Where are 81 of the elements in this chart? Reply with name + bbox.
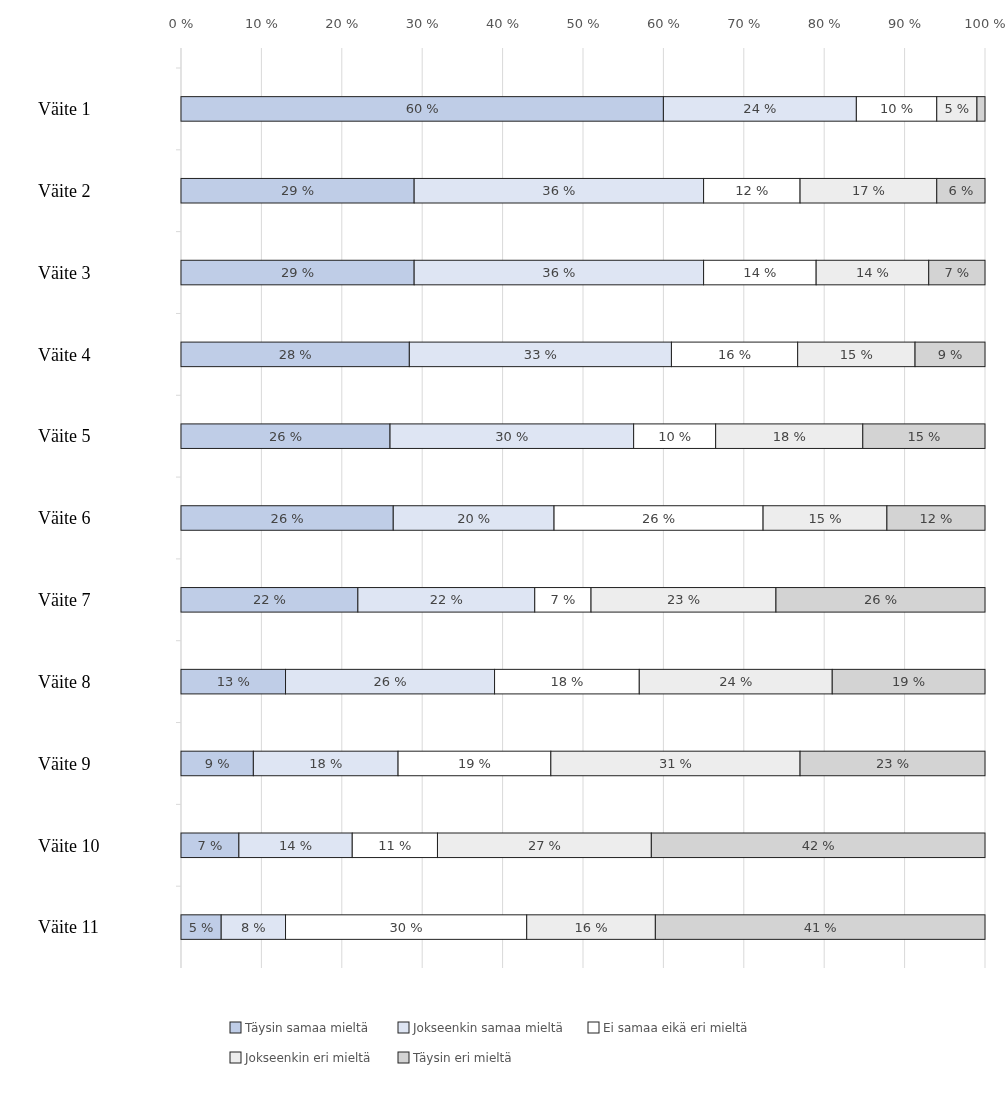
data-label: 15 % xyxy=(808,510,842,526)
data-label: 7 % xyxy=(944,265,970,281)
data-label: 26 % xyxy=(270,510,304,526)
data-label: 18 % xyxy=(309,756,343,771)
data-label: 10 % xyxy=(880,101,914,117)
data-label: 30 % xyxy=(495,428,529,444)
data-label: 8 % xyxy=(240,919,266,935)
legend-label: Jokseenkin eri mieltä xyxy=(244,1051,371,1066)
data-label: 12 % xyxy=(735,183,769,199)
data-label: 19 % xyxy=(457,756,491,771)
x-tick-label: 30 % xyxy=(405,16,439,31)
y-tick-label: Väite 1 xyxy=(38,99,91,120)
data-label: 14 % xyxy=(743,265,777,281)
x-tick-label: 50 % xyxy=(566,16,600,31)
data-label: 60 % xyxy=(405,101,439,117)
legend-label: Täysin eri mieltä xyxy=(412,1051,512,1066)
data-label: 28 % xyxy=(278,346,312,362)
x-tick-label: 70 % xyxy=(727,16,761,31)
x-tick-label: 90 % xyxy=(888,16,922,31)
data-label: 22 % xyxy=(429,592,463,608)
data-label: 29 % xyxy=(281,265,315,281)
data-label: 15 % xyxy=(907,428,941,444)
x-tick-label: 80 % xyxy=(807,16,841,31)
x-tick-label: 10 % xyxy=(244,16,278,31)
legend-label: Jokseenkin samaa mieltä xyxy=(412,1021,563,1036)
legend-label: Täysin samaa mieltä xyxy=(244,1021,369,1036)
data-label: 16 % xyxy=(718,346,752,362)
data-label: 18 % xyxy=(550,674,584,690)
data-label: 36 % xyxy=(542,265,576,281)
data-label: 26 % xyxy=(373,674,407,690)
data-label: 27 % xyxy=(527,837,561,853)
y-tick-label: Väite 2 xyxy=(38,181,91,202)
y-tick-label: Väite 6 xyxy=(38,508,91,529)
y-tick-label: Väite 11 xyxy=(38,917,99,938)
data-label: 18 % xyxy=(772,428,806,444)
x-tick-label: 100 % xyxy=(964,16,1006,31)
x-tick-label: 0 % xyxy=(168,16,194,31)
data-label: 13 % xyxy=(216,674,250,690)
data-label: 42 % xyxy=(801,837,835,853)
x-tick-label: 60 % xyxy=(646,16,680,31)
data-label: 9 % xyxy=(204,756,230,771)
data-label: 14 % xyxy=(855,265,889,281)
data-label: 31 % xyxy=(658,756,692,771)
data-label: 24 % xyxy=(743,101,777,117)
data-label: 7 % xyxy=(197,837,223,853)
data-label: 26 % xyxy=(642,510,676,526)
data-label: 36 % xyxy=(542,183,576,199)
data-label: 6 % xyxy=(948,183,974,199)
x-tick-label: 40 % xyxy=(486,16,520,31)
data-label: 16 % xyxy=(574,919,608,935)
data-label: 26 % xyxy=(269,428,303,444)
data-label: 5 % xyxy=(944,101,970,117)
data-label: 33 % xyxy=(523,346,557,362)
data-label: 29 % xyxy=(281,183,315,199)
data-label: 14 % xyxy=(279,837,313,853)
data-label: 7 % xyxy=(550,592,576,608)
data-label: 5 % xyxy=(188,919,214,935)
data-label: 23 % xyxy=(666,592,701,608)
y-tick-label: Väite 7 xyxy=(38,590,91,611)
data-label: 19 % xyxy=(892,674,926,690)
y-tick-label: Väite 4 xyxy=(38,344,91,365)
data-label: 30 % xyxy=(389,919,423,935)
data-label: 12 % xyxy=(919,510,953,526)
y-tick-label: Väite 9 xyxy=(38,753,91,774)
data-label: 20 % xyxy=(457,510,491,526)
y-tick-label: Väite 10 xyxy=(38,835,100,856)
data-label: 11 % xyxy=(378,837,412,853)
legend-label: Ei samaa eikä eri mieltä xyxy=(603,1021,748,1036)
y-tick-label: Väite 5 xyxy=(38,426,91,447)
data-label: 10 % xyxy=(658,428,692,444)
y-tick-label: Väite 8 xyxy=(38,671,91,692)
data-label: 17 % xyxy=(851,183,885,199)
x-tick-label: 20 % xyxy=(325,16,359,31)
y-tick-label: Väite 3 xyxy=(38,262,91,283)
data-label: 41 % xyxy=(803,919,837,935)
data-label: 23 % xyxy=(876,756,910,771)
data-label: 22 % xyxy=(252,592,286,608)
data-label: 15 % xyxy=(839,346,873,362)
data-label: 24 % xyxy=(719,674,753,690)
data-label: 9 % xyxy=(937,346,963,362)
data-label: 26 % xyxy=(863,592,897,608)
